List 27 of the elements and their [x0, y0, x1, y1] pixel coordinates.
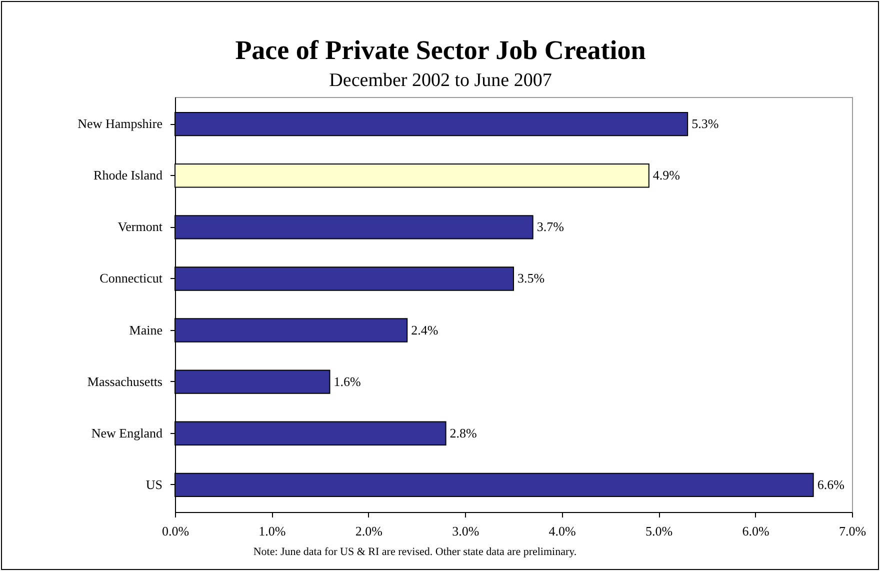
x-tick-label: 1.0%	[258, 524, 286, 538]
text: Note: June data for US & RI are revised. Other state data are preliminary.	[253, 546, 577, 558]
data-label: 1.6%	[334, 374, 361, 389]
y-tick-label: Massachusetts	[87, 374, 162, 389]
x-tick-label: 6.0%	[742, 524, 770, 538]
x-tick-label: 3.0%	[452, 524, 480, 538]
x-tick-label: 7.0%	[838, 524, 866, 538]
y-tick-label: Maine	[129, 322, 163, 338]
data-label: 6.6%	[817, 476, 845, 492]
data-label: 5.3%	[692, 116, 719, 132]
y-tick-label: New Hampshire	[78, 116, 163, 132]
data-label: 4.9%	[652, 168, 680, 183]
y-tick-label: Rhode Island	[94, 168, 163, 183]
x-tick-label: 0.0%	[162, 524, 190, 538]
x-tick-label: 2.0%	[355, 524, 383, 538]
data-label: 2.4%	[411, 322, 438, 338]
x-tick-label: 5.0%	[646, 524, 673, 538]
chart-title: Pace of Private Sector Job Creation	[235, 35, 646, 65]
y-tick-label: Connecticut	[100, 270, 163, 286]
data-label: 2.8%	[450, 425, 478, 440]
y-tick-label: New England	[91, 425, 163, 440]
y-tick-label: Vermont	[118, 219, 163, 234]
y-tick-label: US	[146, 476, 162, 492]
data-label: 3.5%	[518, 270, 545, 286]
x-tick-label: 4.0%	[548, 524, 576, 538]
data-label: 3.7%	[536, 219, 564, 234]
chart-subtitle: December 2002 to June 2007	[329, 70, 552, 91]
